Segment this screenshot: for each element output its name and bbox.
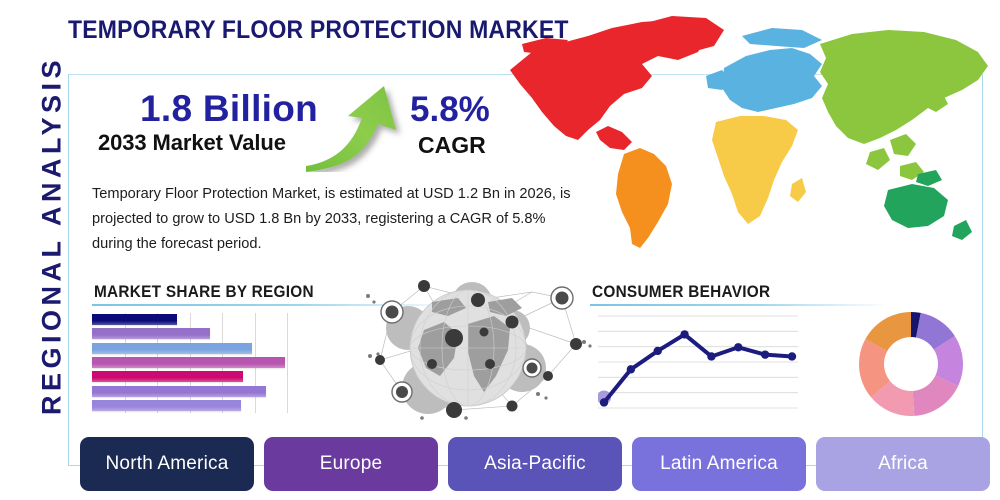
- bar-row: [92, 314, 178, 326]
- section-rule-consumer-behavior: [590, 304, 890, 306]
- donut-segment: [865, 312, 911, 351]
- market-value-label: 2033 Market Value: [98, 130, 286, 155]
- bar-gridline: [287, 313, 289, 413]
- section-header-market-share: MARKET SHARE BY REGION: [94, 283, 314, 301]
- region-button-asia-pacific[interactable]: Asia-Pacific: [448, 437, 622, 491]
- region-button-north-america[interactable]: North America: [80, 437, 254, 491]
- line-point-marker: [626, 365, 636, 374]
- line-point-marker: [653, 346, 662, 356]
- region-button-label: North America: [105, 453, 229, 474]
- world-map-icon: [510, 16, 988, 248]
- bar-row: [92, 399, 241, 411]
- bar-fill: [92, 385, 266, 397]
- bar-fill: [92, 399, 241, 411]
- line-point-marker: [760, 350, 770, 359]
- line-point-marker: [734, 343, 743, 352]
- bar-row: [92, 342, 253, 354]
- bar-fill: [92, 328, 210, 340]
- line-point-marker: [707, 352, 716, 361]
- bar-fill: [92, 371, 243, 383]
- region-button-latin-america[interactable]: Latin America: [632, 437, 806, 491]
- page-title: TEMPORARY FLOOR PROTECTION MARKET: [68, 16, 569, 44]
- donut-segment: [911, 312, 921, 338]
- region-button-label: Asia-Pacific: [484, 453, 586, 474]
- donut-segment: [859, 338, 891, 398]
- globe-network-icon: [366, 280, 592, 420]
- donut-segment: [933, 336, 963, 387]
- region-button-label: Africa: [878, 453, 928, 474]
- region-button-africa[interactable]: Africa: [816, 437, 990, 491]
- stats-row: 1.8 Billion 2033 Market Value 5.8% CAGR: [80, 86, 510, 172]
- bar-row: [92, 371, 243, 383]
- bar-fill: [92, 342, 253, 354]
- donut-chart: [859, 312, 963, 416]
- region-button-group: North America Europe Asia-Pacific Latin Ame…: [80, 437, 990, 491]
- section-rule-market-share: [92, 304, 464, 306]
- line-point-marker: [599, 398, 609, 407]
- section-header-consumer-behavior: CONSUMER BEHAVIOR: [592, 283, 771, 301]
- donut-segment: [916, 312, 955, 350]
- bar-row: [92, 328, 210, 340]
- market-value-number: 1.8 Billion: [140, 88, 319, 129]
- cagr-label: CAGR: [418, 132, 486, 158]
- bar-fill: [92, 314, 178, 326]
- bar-fill: [92, 357, 286, 368]
- line-point-marker: [787, 352, 797, 361]
- bar-row: [92, 385, 266, 397]
- cagr-number: 5.8%: [410, 90, 490, 129]
- line-series: [602, 332, 794, 405]
- line-chart-consumer-behavior: [598, 315, 798, 409]
- region-button-label: Latin America: [660, 453, 778, 474]
- region-button-label: Europe: [319, 453, 383, 474]
- donut-segment: [870, 381, 915, 416]
- donut-segment: [912, 375, 959, 416]
- line-point-marker: [680, 330, 689, 339]
- growth-arrow-icon: [306, 86, 396, 172]
- side-label-regional-analysis: REGIONAL ANALYSIS: [36, 55, 67, 416]
- description-text: Temporary Floor Protection Market, is es…: [92, 186, 571, 252]
- bar-chart-market-share: [92, 313, 320, 413]
- region-button-europe[interactable]: Europe: [264, 437, 438, 491]
- bar-row: [92, 357, 286, 368]
